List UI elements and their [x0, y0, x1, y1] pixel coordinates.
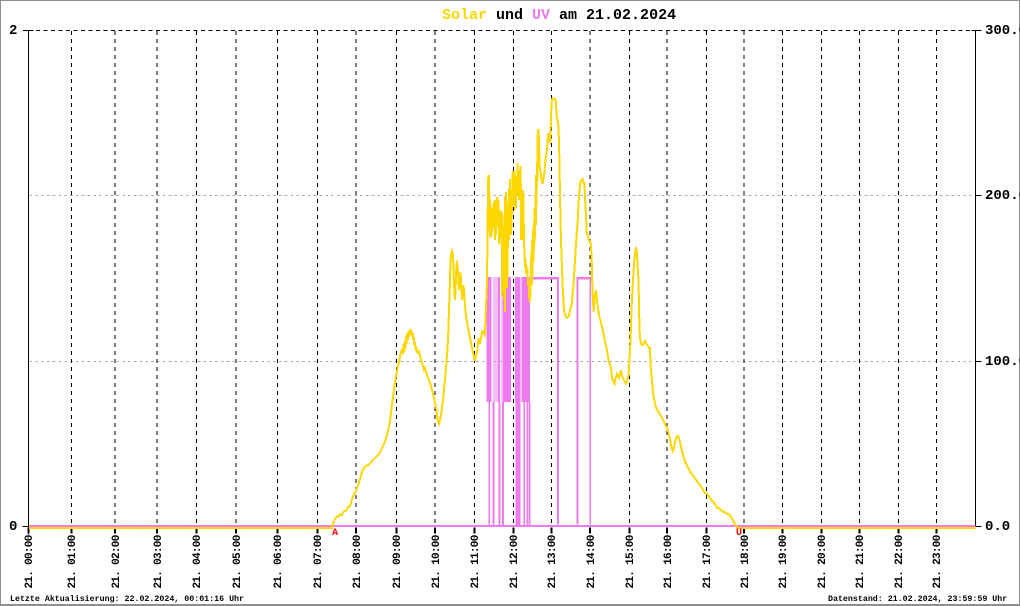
- svg-text:21. 06:00: 21. 06:00: [273, 535, 285, 588]
- svg-text:21. 00:00: 21. 00:00: [24, 535, 36, 588]
- svg-text:21. 19:00: 21. 19:00: [778, 535, 790, 588]
- svg-text:21. 14:00: 21. 14:00: [586, 535, 598, 588]
- svg-text:21. 08:00: 21. 08:00: [352, 535, 364, 588]
- svg-text:21. 23:00: 21. 23:00: [932, 535, 944, 588]
- svg-text:21. 04:00: 21. 04:00: [192, 535, 204, 588]
- svg-text:21. 20:00: 21. 20:00: [817, 535, 829, 588]
- svg-text:21. 03:00: 21. 03:00: [153, 535, 165, 588]
- svg-text:21. 02:00: 21. 02:00: [111, 535, 123, 588]
- svg-text:21. 05:00: 21. 05:00: [232, 535, 244, 588]
- svg-text:21. 07:00: 21. 07:00: [313, 535, 325, 588]
- svg-text:21. 16:00: 21. 16:00: [663, 535, 675, 588]
- svg-text:21. 15:00: 21. 15:00: [625, 535, 637, 588]
- svg-text:21. 10:00: 21. 10:00: [431, 535, 443, 588]
- svg-text:21. 21:00: 21. 21:00: [855, 535, 867, 588]
- svg-text:21. 13:00: 21. 13:00: [547, 535, 559, 588]
- svg-text:21. 01:00: 21. 01:00: [67, 535, 79, 588]
- svg-text:21. 11:00: 21. 11:00: [470, 535, 482, 588]
- svg-text:21. 09:00: 21. 09:00: [392, 535, 404, 588]
- svg-text:21. 18:00: 21. 18:00: [740, 535, 752, 588]
- svg-text:21. 22:00: 21. 22:00: [894, 535, 906, 588]
- svg-text:21. 17:00: 21. 17:00: [702, 535, 714, 588]
- svg-text:21. 12:00: 21. 12:00: [509, 535, 521, 588]
